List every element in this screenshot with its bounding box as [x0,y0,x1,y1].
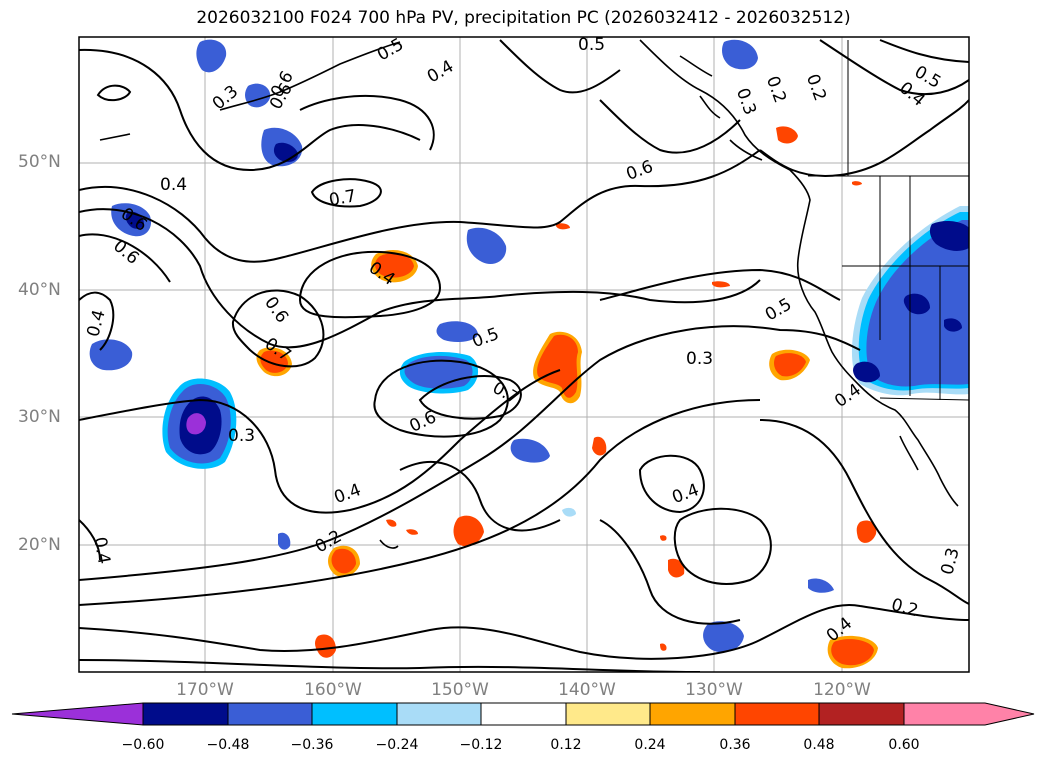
contour-label: 0.2 [889,595,920,621]
coastline [99,39,959,549]
colorbar-tick: −0.48 [206,737,250,753]
neg-blob [89,339,133,371]
neg-blob [466,227,507,265]
colorbar-tick: 0.60 [888,737,920,753]
colorbar-segment [311,702,398,726]
borders [808,40,969,401]
colorbar-tick: 0.48 [803,737,835,753]
contour-label: 0.4 [424,56,457,87]
colorbar-tick: −0.12 [459,737,503,753]
colorbar-tick: 0.36 [719,737,751,753]
colorbar-segment [480,702,567,726]
lat-label-50N: 50°N [18,152,61,172]
lon-label-150W: 150°W [431,680,489,700]
contour-label: 0.2 [802,71,830,103]
colorbar-extend-left [11,702,144,726]
pos-blob [556,223,570,230]
pos-blob [712,281,730,288]
map-frame [78,36,970,673]
neg-blob [944,318,962,332]
contour-label: 0.4 [89,536,113,566]
contour-label: 0.3 [686,349,713,369]
lon-label-120W: 120°W [813,680,871,700]
colorbar-segment [396,702,482,726]
pos-blob [453,515,484,547]
pos-blob [856,520,877,543]
colorbar-tick: −0.36 [290,737,334,753]
colorbar-extend-right [903,702,1035,726]
contour-label: 0.6 [624,157,656,185]
colorbar [11,702,1035,726]
pos-blob [774,353,806,377]
colorbar-segment [565,702,651,726]
colorbar-segment [227,702,313,726]
neg-blob [722,39,758,70]
gridlines [79,37,969,672]
neg-blob [196,39,227,73]
lat-label-40N: 40°N [18,280,61,300]
colorbar-tick: −0.60 [121,737,165,753]
neg-blob [703,621,744,653]
contour-label: 0.4 [160,175,187,195]
contour-label: 0.7 [328,186,358,210]
colorbar-tick: −0.24 [375,737,419,753]
lon-label-140W: 140°W [558,680,616,700]
contour-label: 0.6 [260,293,292,327]
pos-blob [386,519,397,527]
contour-labels: 0.4 0.3 0.6 0.4 0.5 0.6 0.7 0.4 0.5 0.6 … [83,34,963,646]
colorbar-segment [818,702,905,726]
colorbar-segment [142,702,229,726]
contour-label: 0.6 [109,236,143,269]
neg-blob [278,532,291,550]
lon-label-160W: 160°W [304,680,362,700]
pos-blob [260,350,288,373]
lat-label-20N: 20°N [18,535,61,555]
lon-label-130W: 130°W [685,680,743,700]
contour-label: 0.4 [83,308,109,339]
colorbar-segment [649,702,736,726]
contour-label: 0.3 [937,546,963,577]
contour-label: 0.3 [732,85,760,117]
pos-blob [537,334,578,398]
neg-blob [436,321,478,342]
contour-label: 0.3 [228,426,255,446]
neg-blob [929,221,969,251]
pos-blob [660,535,667,541]
pos-blob [668,558,685,578]
contour-label: 0.3 [209,82,243,115]
contour-label: 0.5 [374,34,407,65]
pos-blob [660,643,667,651]
map-title: 2026032100 F024 700 hPa PV, precipitatio… [196,8,851,28]
contour-label: 0.2 [762,73,790,105]
pos-blob [315,634,336,658]
neg-blob [808,578,834,593]
negative-anomaly-areas [89,39,969,653]
colorbar-tick: 0.24 [634,737,666,753]
pos-blob [592,436,607,456]
contour-label: 0.5 [578,35,605,55]
pos-blob [331,548,356,574]
neg-blob [510,438,550,463]
pos-blob [406,529,418,535]
pos-blob [852,181,862,186]
neg-blob [186,413,206,435]
pos-blob [375,253,414,278]
neg-blob [853,361,880,383]
lat-label-30N: 30°N [18,407,61,427]
contour-label: 0.5 [762,294,795,325]
colorbar-segment [734,702,820,726]
pos-blob [831,639,874,666]
lon-label-170W: 170°W [176,680,234,700]
contour-label: 0.4 [331,480,363,508]
pos-blob [776,126,798,144]
neg-blob [562,507,576,517]
pv-contours [79,39,969,672]
positive-anomaly-areas [256,126,878,669]
colorbar-tick: 0.12 [550,737,582,753]
